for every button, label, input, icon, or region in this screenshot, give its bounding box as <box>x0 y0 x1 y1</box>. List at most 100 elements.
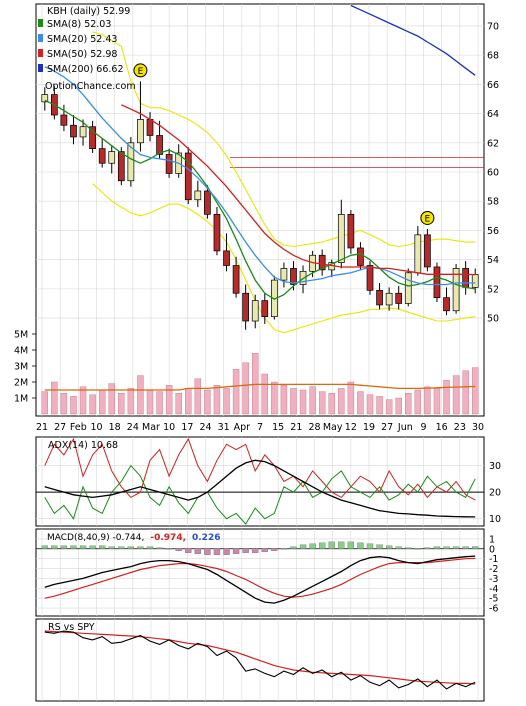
x-tick-label: 30 <box>472 422 484 433</box>
macd-histogram-bar <box>232 548 240 554</box>
candle-body <box>223 250 230 266</box>
x-tick-label: 28 <box>308 422 320 433</box>
macd-histogram-bar <box>213 548 221 555</box>
candle-body <box>184 152 192 201</box>
volume-bar <box>108 383 115 415</box>
legend-sma8: SMA(8) 52.03 <box>47 19 111 30</box>
price-tick-label: 70 <box>487 21 499 32</box>
macd-histogram-bar <box>357 542 364 549</box>
volume-bar <box>376 396 383 415</box>
candle-body <box>165 154 173 174</box>
candle-body <box>290 268 297 285</box>
candle-body <box>127 142 135 182</box>
volume-bar <box>328 393 335 415</box>
candle-body <box>385 292 393 306</box>
macd-histogram-bar <box>433 546 441 549</box>
price-tick-label: 60 <box>487 168 499 179</box>
macd-histogram-bar <box>452 546 460 549</box>
earnings-marker-label: E <box>425 214 431 224</box>
volume-bar <box>165 385 173 415</box>
macd-histogram-bar <box>290 546 297 549</box>
legend-sma200: SMA(200) 66.62 <box>47 64 124 75</box>
macd-tick-label: -4 <box>489 584 498 595</box>
bollinger-lower-line <box>92 183 476 334</box>
brand-watermark: OptionChance.com <box>45 81 136 92</box>
candle-body <box>41 94 49 103</box>
volume-bar <box>414 389 422 415</box>
candle-body <box>347 214 355 249</box>
macd-tick-label: 1 <box>489 534 495 545</box>
volume-bar <box>232 369 240 415</box>
x-tick-label: 27 <box>54 422 66 433</box>
volume-average-line <box>44 383 476 391</box>
volume-bar <box>51 381 58 415</box>
price-tick-label: 58 <box>487 197 499 208</box>
macd-tick-label: -5 <box>489 594 498 605</box>
macd-histogram-bar <box>271 548 278 551</box>
macd-tick-label: -2 <box>489 564 498 575</box>
price-plot: EE <box>41 4 484 334</box>
volume-bar <box>424 386 431 415</box>
macd-histogram-bar <box>118 546 125 549</box>
volume-bar <box>175 393 182 415</box>
adx-line <box>44 459 476 518</box>
macd-histogram-bar <box>127 546 135 549</box>
x-tick-label: 10 <box>90 422 102 433</box>
candle-body <box>98 148 106 164</box>
macd-histogram-bar <box>319 542 326 549</box>
candle-body <box>137 119 144 144</box>
macd-line <box>44 555 476 604</box>
volume-plot <box>41 353 479 415</box>
candle-body <box>452 268 460 312</box>
x-tick-label: 7 <box>257 422 263 433</box>
candle-body <box>366 265 374 291</box>
volume-tick-label: 2M <box>14 378 28 389</box>
price-tick-label: 50 <box>487 314 499 325</box>
candle-body <box>251 300 259 322</box>
volume-bar <box>472 367 479 415</box>
candle-body <box>414 234 422 274</box>
macd-histogram-bar <box>280 548 288 550</box>
volume-bar <box>443 380 450 415</box>
x-tick-label: 16 <box>436 422 448 433</box>
ticker-title: KBH (daily) 52.99 <box>47 6 130 17</box>
macd-histogram-bar <box>41 545 48 549</box>
macd-histogram-bar <box>299 544 307 549</box>
macd-histogram-bar <box>338 541 345 549</box>
candle-body <box>79 126 87 138</box>
macd-histogram-bar <box>395 546 402 549</box>
volume-bar <box>242 362 249 415</box>
sma50-line <box>121 104 476 276</box>
rs-plot <box>44 630 476 690</box>
macd-histogram-bar <box>194 548 201 554</box>
macd-signal-line <box>44 557 476 599</box>
x-tick-label: 21 <box>290 422 302 433</box>
adx-tick-label: 30 <box>489 461 501 472</box>
volume-bar <box>41 391 48 415</box>
candle-body <box>280 268 288 281</box>
macd-tick-label: -3 <box>489 574 498 585</box>
candle-body <box>242 292 250 322</box>
bollinger-upper-line <box>92 31 476 248</box>
volume-bar <box>261 373 268 415</box>
volume-bar <box>70 396 77 415</box>
macd-histogram-bar <box>309 543 316 549</box>
volume-bar <box>137 375 144 415</box>
earnings-marker-icon <box>420 210 435 225</box>
macd-histogram-bar <box>70 545 77 549</box>
volume-bar <box>357 391 364 415</box>
candle-body <box>357 247 364 266</box>
volume-bar <box>204 389 211 415</box>
macd-plot <box>36 541 484 604</box>
macd-histogram-bar <box>89 545 96 549</box>
adx-title: ADX(14) 10.68 <box>48 440 118 451</box>
candle-body <box>156 135 163 155</box>
macd-histogram-bar <box>443 546 450 549</box>
macd-histogram-bar <box>366 543 374 549</box>
candle-body <box>443 297 450 312</box>
earnings-marker-icon <box>133 63 148 78</box>
candle-body <box>318 254 326 271</box>
volume-bar <box>462 370 469 415</box>
macd-tick-label: 0 <box>489 544 495 555</box>
